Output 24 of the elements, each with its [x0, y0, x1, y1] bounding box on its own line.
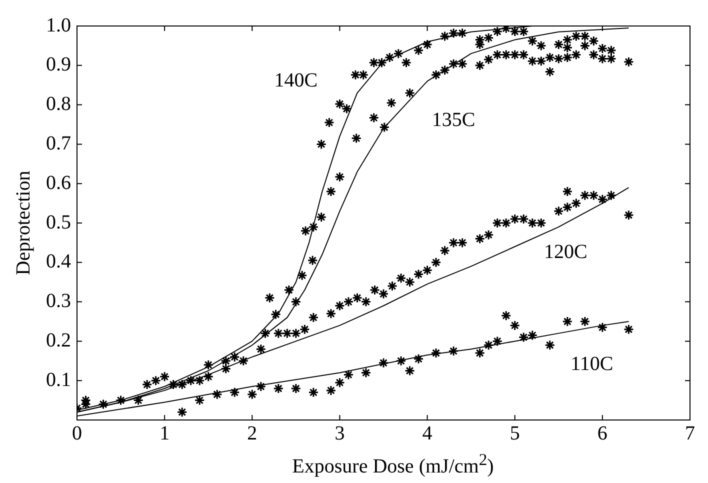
- x-tick-label: 7: [685, 422, 695, 444]
- y-tick-label: 0.2: [46, 329, 71, 352]
- series-label: 135C: [432, 108, 476, 131]
- y-tick-label: 0.4: [46, 250, 71, 273]
- series-label: 120C: [544, 240, 588, 263]
- y-tick-label: 0.7: [46, 132, 71, 154]
- x-tick-label: 1: [160, 422, 170, 444]
- y-tick-label: 0.9: [46, 54, 71, 76]
- y-tick-label: 0.3: [46, 290, 71, 312]
- x-tick-label: 0: [72, 422, 82, 444]
- series-label: 110C: [570, 353, 614, 376]
- y-axis-title: Deprotection: [12, 170, 34, 276]
- series-label: 140C: [274, 69, 318, 92]
- y-tick-label: 0.1: [46, 368, 71, 391]
- y-tick-label: 1.0: [46, 14, 71, 36]
- x-tick-label: 2: [247, 422, 258, 444]
- x-tick-label: 3: [334, 422, 345, 444]
- x-tick-label: 5: [510, 422, 520, 444]
- y-tick-label: 0.5: [46, 211, 71, 234]
- x-tick-label: 4: [422, 422, 432, 444]
- x-tick-label: 6: [597, 422, 608, 444]
- x-axis-title: Exposure Dose (mJ/cm$^{2}$): [291, 449, 495, 479]
- y-tick-label: 0.6: [46, 172, 71, 194]
- y-tick-label: 0.8: [46, 93, 71, 116]
